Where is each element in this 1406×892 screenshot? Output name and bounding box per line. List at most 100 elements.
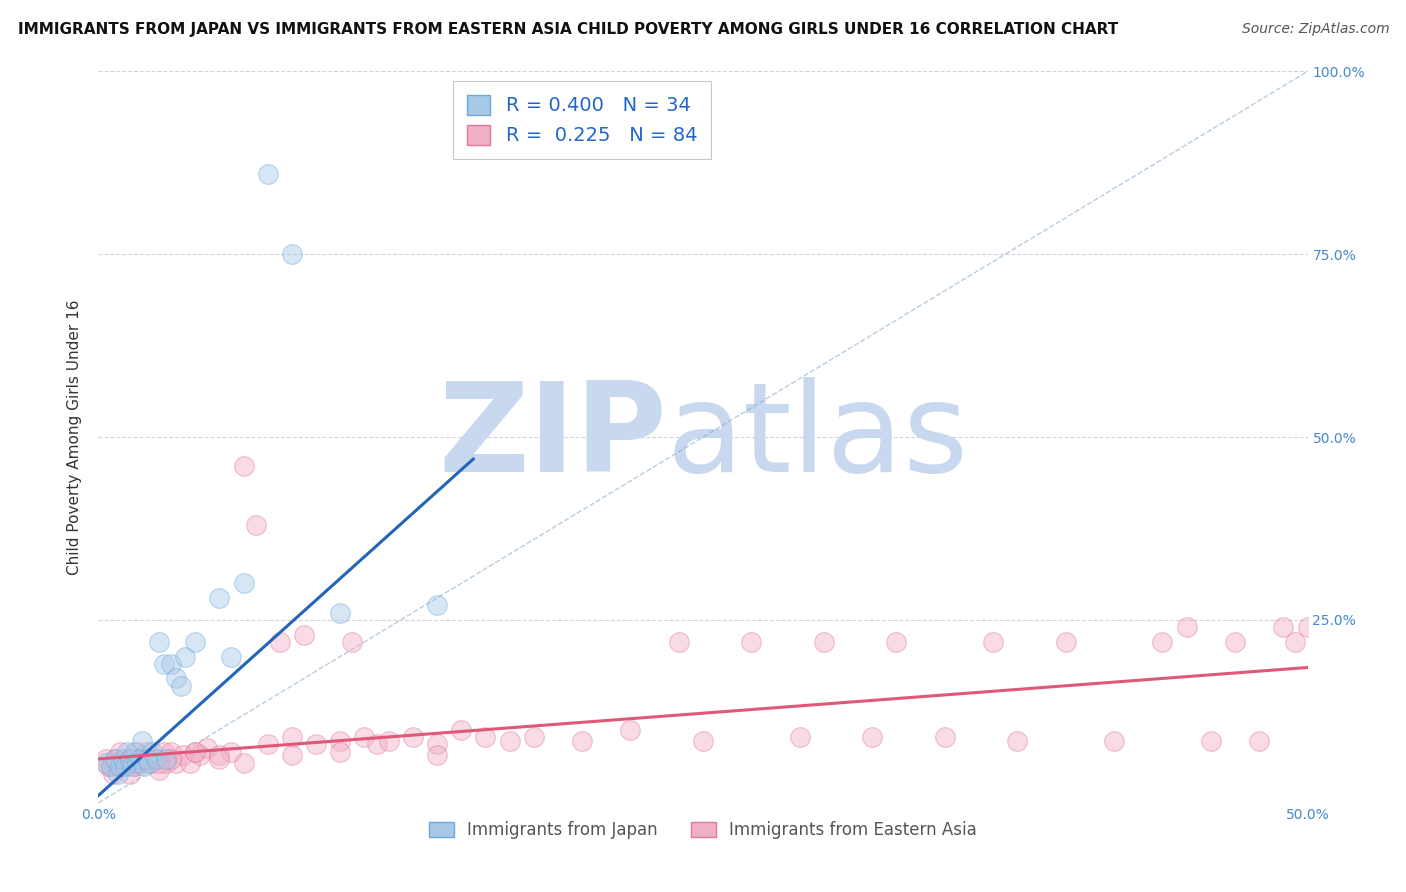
Point [860,730,883,744]
Point [366,737,388,751]
Point [208,748,231,763]
Point [97,759,120,773]
Point [195,740,218,755]
Point [104,752,127,766]
Point [342,635,364,649]
Point [1272,620,1295,634]
Point [101,766,124,780]
Point [329,606,352,620]
Point [107,759,129,773]
Point [114,759,136,773]
Point [117,756,139,770]
Point [118,752,141,766]
Point [174,649,197,664]
Point [1199,733,1222,747]
Point [155,756,177,770]
Point [152,657,174,671]
Point [94,752,117,766]
Point [1007,733,1029,747]
Point [100,759,122,773]
Point [450,723,472,737]
Point [221,649,243,664]
Legend: Immigrants from Japan, Immigrants from Eastern Asia: Immigrants from Japan, Immigrants from E… [422,814,984,846]
Point [619,723,641,737]
Point [1054,635,1077,649]
Point [1175,620,1198,634]
Point [523,730,546,744]
Point [134,759,156,773]
Point [165,672,187,686]
Point [127,745,149,759]
Point [107,759,129,773]
Point [1284,635,1306,649]
Point [1223,635,1246,649]
Point [107,766,129,780]
Point [152,745,174,759]
Point [934,730,956,744]
Point [145,752,167,766]
Point [141,745,163,759]
Point [160,657,183,671]
Point [305,737,328,751]
Point [1102,733,1125,747]
Point [101,756,124,770]
Point [981,635,1004,649]
Point [124,745,146,759]
Point [292,627,315,641]
Point [692,733,714,747]
Point [155,752,177,766]
Point [138,756,160,770]
Point [108,759,131,773]
Point [232,576,254,591]
Point [100,759,122,773]
Point [498,733,520,747]
Point [474,730,496,744]
Point [135,745,157,759]
Point [117,756,139,770]
Point [571,733,593,747]
Text: ZIP: ZIP [439,376,666,498]
Point [121,752,143,766]
Point [668,635,690,649]
Text: IMMIGRANTS FROM JAPAN VS IMMIGRANTS FROM EASTERN ASIA CHILD POVERTY AMONG GIRLS : IMMIGRANTS FROM JAPAN VS IMMIGRANTS FROM… [18,22,1119,37]
Point [789,730,811,744]
Point [111,759,134,773]
Point [131,733,153,747]
Point [184,745,207,759]
Point [172,748,194,763]
Point [886,635,908,649]
Point [281,730,304,744]
Point [135,752,157,766]
Point [245,517,267,532]
Point [160,745,183,759]
Point [165,756,187,770]
Point [124,756,146,770]
Point [426,599,449,613]
Y-axis label: Child Poverty Among Girls Under 16: Child Poverty Among Girls Under 16 [67,300,83,574]
Point [402,730,425,744]
Point [269,635,291,649]
Point [281,748,304,763]
Point [813,635,835,649]
Point [188,748,211,763]
Point [94,756,117,770]
Point [117,745,139,759]
Point [740,635,762,649]
Point [111,752,134,766]
Text: Source: ZipAtlas.com: Source: ZipAtlas.com [1241,22,1389,37]
Point [329,733,352,747]
Point [128,756,150,770]
Point [121,759,143,773]
Point [169,679,191,693]
Point [160,752,183,766]
Point [426,737,449,751]
Point [145,752,167,766]
Point [1152,635,1174,649]
Point [281,247,304,261]
Point [141,756,163,770]
Point [127,756,149,770]
Point [208,591,231,605]
Point [148,763,170,777]
Point [377,733,399,747]
Point [184,635,207,649]
